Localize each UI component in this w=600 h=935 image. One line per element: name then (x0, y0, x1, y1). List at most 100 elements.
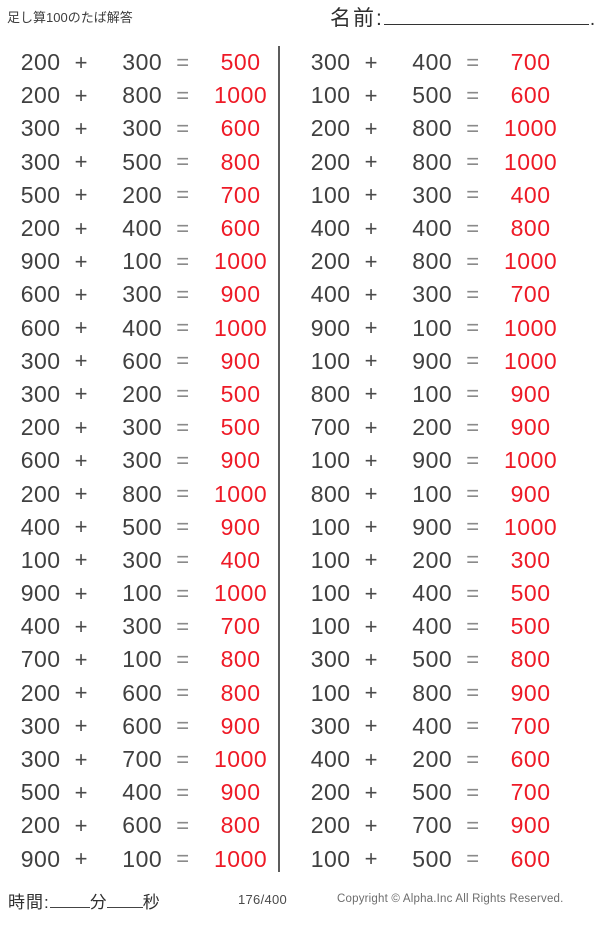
operand-2: 300 (122, 546, 163, 573)
problem-row: 600 +300 = 900 (0, 444, 278, 477)
operand-1: 100 (310, 513, 351, 540)
equals-operator: = (466, 646, 480, 672)
plus-operator: + (74, 281, 88, 307)
operand-2: 200 (122, 380, 163, 407)
operand-2: 300 (122, 281, 163, 308)
answer-value: 600 (510, 845, 551, 872)
operand-2: 600 (122, 812, 163, 839)
operand-2: 200 (412, 746, 453, 773)
operand-1: 400 (20, 613, 61, 640)
problem-row: 200 +800 = 1000 (0, 477, 278, 510)
answer-value: 1000 (213, 82, 268, 109)
operand-2: 100 (122, 580, 163, 607)
column-divider (278, 46, 280, 872)
answer-value: 800 (510, 646, 551, 673)
answer-value: 900 (220, 779, 261, 806)
equals-operator: = (466, 613, 480, 639)
equals-operator: = (466, 248, 480, 274)
plus-operator: + (74, 248, 88, 274)
equals-operator: = (176, 812, 190, 838)
plus-operator: + (364, 580, 378, 606)
worksheet-footer: 時間: 分 秒 176/400 Copyright © Alpha.Inc Al… (0, 880, 600, 935)
operand-1: 100 (310, 845, 351, 872)
problem-row: 200 +600 = 800 (0, 809, 278, 842)
operand-2: 800 (412, 248, 453, 275)
problem-row: 100 +800 = 900 (290, 677, 568, 710)
plus-operator: + (364, 481, 378, 507)
student-name-input[interactable] (383, 5, 589, 25)
answer-value: 700 (220, 613, 261, 640)
operand-1: 600 (20, 314, 61, 341)
operand-1: 900 (310, 314, 351, 341)
operand-1: 400 (310, 215, 351, 242)
plus-operator: + (74, 846, 88, 872)
page-title: 足し算100のたば解答 (7, 10, 133, 25)
problem-row: 900 +100 = 1000 (0, 577, 278, 610)
plus-operator: + (364, 680, 378, 706)
problem-column-right: 300 +400 = 700 100 +500 = 600 200 +800 = 1000 200 +80… (290, 46, 568, 876)
plus-operator: + (74, 812, 88, 838)
operand-2: 400 (412, 580, 453, 607)
equals-operator: = (466, 149, 480, 175)
time-seconds-input[interactable] (106, 891, 143, 908)
answer-value: 300 (510, 546, 551, 573)
operand-2: 300 (122, 613, 163, 640)
problem-row: 200 +300 = 500 (0, 411, 278, 444)
student-name-label: 名前: (330, 7, 384, 30)
problem-row: 200 +600 = 800 (0, 677, 278, 710)
equals-operator: = (176, 580, 190, 606)
operand-2: 400 (412, 215, 453, 242)
answer-value: 500 (510, 613, 551, 640)
operand-1: 200 (310, 248, 351, 275)
answer-value: 1000 (503, 347, 558, 374)
plus-operator: + (364, 746, 378, 772)
operand-2: 500 (122, 148, 163, 175)
operand-2: 300 (122, 447, 163, 474)
problem-row: 100 +900 = 1000 (290, 345, 568, 378)
operand-2: 200 (412, 414, 453, 441)
problem-row: 300 +400 = 700 (290, 710, 568, 743)
problem-row: 200 +800 = 1000 (290, 146, 568, 179)
plus-operator: + (74, 447, 88, 473)
operand-2: 400 (122, 314, 163, 341)
answer-value: 900 (510, 380, 551, 407)
time-field[interactable]: 時間: 分 秒 (8, 888, 160, 913)
operand-1: 400 (20, 513, 61, 540)
answer-value: 500 (220, 414, 261, 441)
time-minutes-unit: 分 (89, 893, 107, 912)
operand-1: 700 (20, 646, 61, 673)
page-counter: 176/400 (238, 892, 288, 907)
equals-operator: = (466, 547, 480, 573)
operand-2: 300 (122, 49, 163, 76)
answer-value: 900 (220, 447, 261, 474)
equals-operator: = (176, 680, 190, 706)
plus-operator: + (364, 779, 378, 805)
problem-row: 900 +100 = 1000 (0, 245, 278, 278)
answer-value: 900 (510, 480, 551, 507)
operand-2: 600 (122, 679, 163, 706)
time-minutes-input[interactable] (49, 891, 90, 908)
operand-2: 100 (122, 845, 163, 872)
operand-1: 200 (20, 812, 61, 839)
operand-2: 700 (412, 812, 453, 839)
operand-1: 200 (310, 779, 351, 806)
answer-value: 1000 (503, 314, 558, 341)
operand-1: 100 (310, 679, 351, 706)
problem-row: 100 +300 = 400 (290, 179, 568, 212)
equals-operator: = (176, 779, 190, 805)
operand-2: 500 (412, 82, 453, 109)
operand-1: 200 (310, 115, 351, 142)
student-name-field[interactable]: 名前: . (330, 2, 595, 32)
plus-operator: + (364, 646, 378, 672)
problem-sheet: 200 +300 = 500 200 +800 = 1000 300 +300 = 600 300 +50… (0, 46, 600, 876)
answer-value: 1000 (503, 248, 558, 275)
operand-1: 900 (20, 845, 61, 872)
problem-row: 300 +300 = 600 (0, 112, 278, 145)
equals-operator: = (466, 215, 480, 241)
plus-operator: + (364, 846, 378, 872)
answer-value: 700 (510, 779, 551, 806)
answer-value: 900 (510, 414, 551, 441)
answer-value: 800 (220, 148, 261, 175)
problem-row: 100 +500 = 600 (290, 79, 568, 112)
operand-1: 100 (310, 613, 351, 640)
